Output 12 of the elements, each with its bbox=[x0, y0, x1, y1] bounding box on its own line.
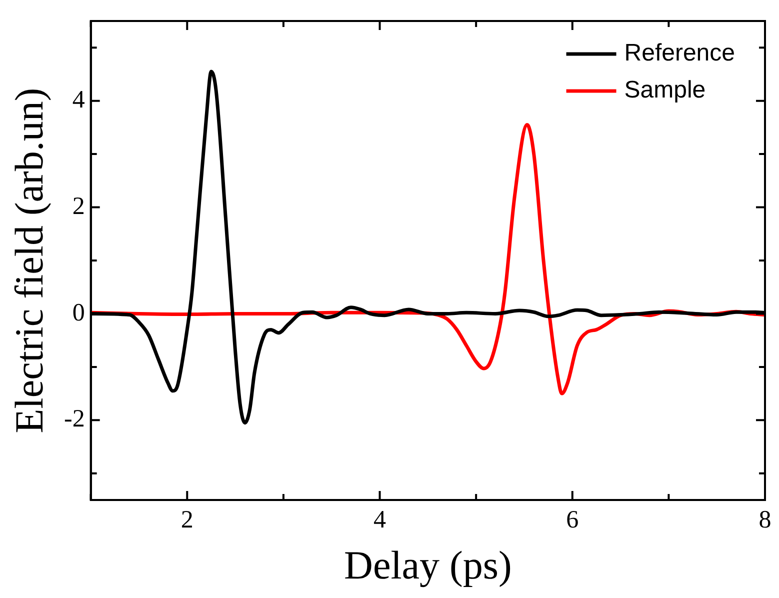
y-tick-label: -2 bbox=[64, 406, 85, 433]
y-tick-label: 4 bbox=[72, 86, 86, 114]
y-tick-label: 2 bbox=[72, 192, 85, 220]
y-tick-label: 0 bbox=[72, 299, 85, 326]
x-tick-label: 2 bbox=[180, 506, 194, 534]
legend-label: Sample bbox=[624, 76, 706, 104]
x-axis-title: Delay (ps) bbox=[344, 542, 512, 588]
y-axis-title: Electric field (arb.un) bbox=[6, 88, 52, 434]
legend-label: Reference bbox=[624, 40, 736, 67]
x-tick-label: 8 bbox=[758, 506, 772, 534]
x-tick-label: 4 bbox=[374, 506, 387, 534]
x-tick-label: 6 bbox=[566, 506, 579, 534]
